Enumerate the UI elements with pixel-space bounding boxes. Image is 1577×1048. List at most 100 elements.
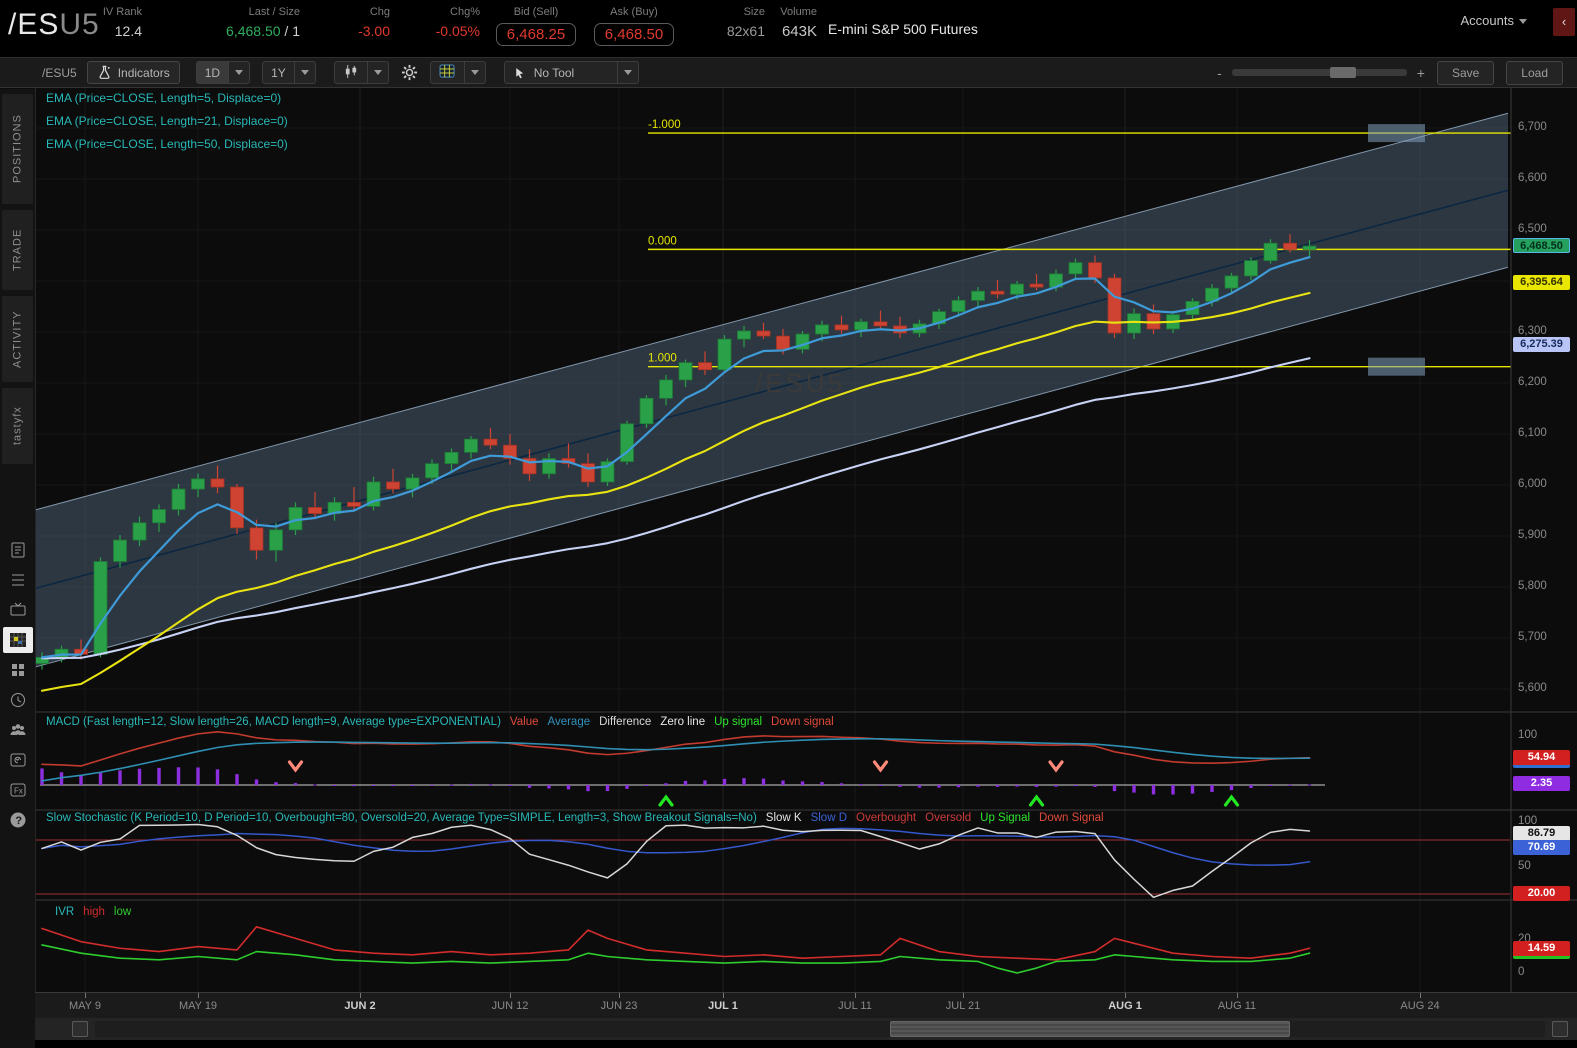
candle xyxy=(971,290,985,301)
scrollbar-thumb[interactable] xyxy=(890,1021,1290,1037)
scroll-left-button[interactable] xyxy=(72,1021,88,1037)
scroll-right-button[interactable] xyxy=(1552,1021,1568,1037)
candle xyxy=(756,330,771,337)
line-drag-handle[interactable] xyxy=(1368,357,1425,376)
candle xyxy=(152,509,166,524)
replay-icon[interactable] xyxy=(8,750,28,770)
zoom-out-button[interactable]: - xyxy=(1217,64,1222,81)
candle xyxy=(308,507,322,514)
chart-icon[interactable] xyxy=(3,627,33,653)
scrollbar-track[interactable] xyxy=(95,1021,1545,1037)
zoom-in-button[interactable]: + xyxy=(1416,64,1425,81)
zoom-slider[interactable] xyxy=(1231,67,1407,78)
svg-text:?: ? xyxy=(15,815,22,827)
last-price: 6,468.50 xyxy=(226,23,281,39)
time-tick xyxy=(1125,993,1126,998)
community-icon[interactable] xyxy=(8,720,28,740)
candle xyxy=(951,299,966,313)
candlestick-chart-icon xyxy=(345,64,356,78)
timeframe-dropdown[interactable]: 1D xyxy=(195,61,251,84)
ema-label: EMA (Price=CLOSE, Length=21, Displace=0) xyxy=(46,114,288,128)
time-tick xyxy=(510,993,511,998)
macd-up-signal-arrow xyxy=(1028,794,1045,807)
ivr-value-badge: 14.59 xyxy=(1513,940,1570,959)
legend-item: low xyxy=(113,906,132,918)
candle xyxy=(405,477,420,490)
help-icon[interactable]: ? xyxy=(8,810,28,830)
history-icon[interactable] xyxy=(8,690,28,710)
candle xyxy=(464,438,478,453)
volume-value: 643K xyxy=(781,23,817,40)
dashboard-icon[interactable] xyxy=(8,660,28,680)
ema21-value-badge: 6,395.64 xyxy=(1513,275,1570,291)
price-tick: 6,200 xyxy=(1518,376,1547,388)
chevron-down-icon xyxy=(235,70,244,75)
legend-item: Down signal xyxy=(771,716,834,728)
save-button[interactable]: Save xyxy=(1436,60,1495,85)
time-tick-label: JUL 21 xyxy=(945,1000,981,1012)
accounts-menu[interactable]: Accounts xyxy=(1461,13,1527,28)
load-button[interactable]: Load xyxy=(1506,60,1563,85)
candle xyxy=(854,321,868,331)
watchlist-icon[interactable] xyxy=(8,570,28,590)
ask-button[interactable]: 6,468.50 xyxy=(593,23,675,46)
monitor-icon[interactable] xyxy=(8,600,28,620)
candle xyxy=(171,488,186,510)
legend-item: Slow K xyxy=(765,812,802,824)
range-dropdown[interactable]: 1Y xyxy=(262,61,316,84)
symbol-title: /ESU5 xyxy=(8,8,100,41)
news-icon[interactable] xyxy=(8,540,28,560)
candle xyxy=(737,330,751,340)
chg-pct-label: Chg% xyxy=(450,6,480,18)
settings-button[interactable] xyxy=(397,61,422,84)
candle xyxy=(249,527,264,551)
collapse-panel-button[interactable]: ‹ xyxy=(1553,8,1575,36)
candle xyxy=(503,444,517,459)
candle xyxy=(1263,242,1278,261)
candle xyxy=(639,397,654,425)
candle xyxy=(113,539,127,562)
time-axis[interactable]: MAY 9 MAY 19 JUN 2 JUN 12 JUN 23 JUL 1 JUL 11 J… xyxy=(35,992,1577,1018)
candle xyxy=(269,529,283,551)
candle xyxy=(230,486,244,529)
time-tick xyxy=(1237,993,1238,998)
ema-study-labels: EMA (Price=CLOSE, Length=5, Displace=0) E… xyxy=(46,91,288,160)
fx-icon[interactable]: Fx xyxy=(8,780,28,800)
bid-button[interactable]: 6,468.25 xyxy=(495,23,577,46)
price-tick: 6,300 xyxy=(1518,325,1547,337)
chevron-down-icon xyxy=(373,70,382,75)
sidebar-tab-positions[interactable]: POSITIONS xyxy=(2,94,33,204)
legend-item: Oversold xyxy=(925,812,972,824)
candle xyxy=(834,324,849,331)
svg-text:Fx: Fx xyxy=(14,787,23,796)
sidebar-tab-activity[interactable]: ACTIVITY xyxy=(2,296,33,382)
price-tick: 5,700 xyxy=(1518,631,1547,643)
stoch-d-badge: 70.69 xyxy=(1513,840,1570,856)
legend-item: Up Signal xyxy=(980,812,1031,824)
sidebar-tab-trade[interactable]: TRADE xyxy=(2,210,33,290)
macd-study-label: MACD (Fast length=12, Slow length=26, MA… xyxy=(46,716,843,728)
macd-down-signal-arrow xyxy=(287,760,304,773)
line-drag-handle[interactable] xyxy=(1368,124,1425,143)
drawing-tool-dropdown[interactable]: No Tool xyxy=(503,61,639,84)
macd-down-signal-arrow xyxy=(1048,760,1064,773)
candle xyxy=(776,335,790,350)
stoch-tick: 100 xyxy=(1518,815,1538,827)
candle xyxy=(600,461,615,483)
candle xyxy=(483,438,498,446)
legend-item: Difference xyxy=(599,716,652,728)
chg-value: -3.00 xyxy=(358,23,390,39)
zoom-slider-thumb[interactable] xyxy=(1329,67,1356,78)
horizontal-scrollbar[interactable] xyxy=(35,1018,1577,1040)
chart-toolbar: /ESU5 Indicators 1D 1Y No Tool xyxy=(0,57,1577,88)
grid-layout-dropdown[interactable] xyxy=(429,61,486,84)
legend-item: Zero line xyxy=(660,716,706,728)
legend-item: Overbought xyxy=(856,812,917,824)
indicators-button[interactable]: Indicators xyxy=(86,61,180,84)
candle xyxy=(1302,245,1317,250)
candle xyxy=(210,478,225,488)
sidebar-tab-tastyfx[interactable]: tastyfx xyxy=(2,388,33,464)
chart-type-dropdown[interactable] xyxy=(333,61,389,84)
